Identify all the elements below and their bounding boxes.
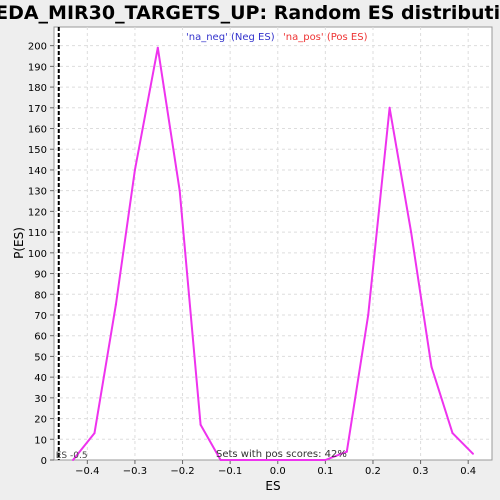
series-layer <box>72 46 474 461</box>
es-data-point <box>238 459 241 461</box>
y-tick-label: 30 <box>34 394 47 405</box>
y-tick-label: 80 <box>34 290 47 301</box>
es-data-point <box>388 106 391 109</box>
x-tick-label: −0.3 <box>123 466 147 477</box>
es-data-point <box>367 313 370 316</box>
x-tick-label: −0.4 <box>75 466 99 477</box>
y-tick-label: 40 <box>34 373 47 384</box>
y-tick-label: 10 <box>34 435 47 446</box>
y-tick-label: 50 <box>34 352 47 363</box>
y-tick-label: 0 <box>41 456 47 467</box>
x-tick-label: 0.3 <box>413 466 429 477</box>
x-axis: −0.4 −0.3 −0.2 −0.1 0.0 0.1 0.2 0.3 0.4 <box>75 460 476 477</box>
y-tick-label: 170 <box>28 104 47 115</box>
es-data-point <box>471 452 474 455</box>
y-tick-label: 20 <box>34 415 47 426</box>
plot-area <box>53 26 493 461</box>
observed-es-label: ES -0.5 <box>56 451 88 461</box>
y-tick-label: 150 <box>28 145 47 156</box>
x-tick-label: −0.2 <box>170 466 194 477</box>
es-data-point <box>219 459 222 461</box>
es-data-point <box>430 365 433 368</box>
x-tick-label: 0.1 <box>317 466 333 477</box>
es-data-point <box>199 423 202 426</box>
y-tick-label: 200 <box>28 42 47 53</box>
es-data-point <box>93 432 96 435</box>
x-tick-label: 0.2 <box>365 466 381 477</box>
x-tick-label: −0.1 <box>218 466 242 477</box>
es-data-point <box>345 450 348 453</box>
legend-pos-es: 'na_pos' (Pos ES) <box>283 32 368 43</box>
es-data-point <box>410 231 413 234</box>
x-tick-label: 0.0 <box>270 466 286 477</box>
x-tick-label: 0.4 <box>460 466 476 477</box>
y-axis-label: P(ES) <box>12 227 26 259</box>
es-data-point <box>178 189 181 192</box>
es-data-point <box>324 459 327 461</box>
y-tick-label: 70 <box>34 311 47 322</box>
legend-neg-es: 'na_neg' (Neg ES) <box>186 32 275 43</box>
y-tick-label: 90 <box>34 270 47 281</box>
grid-lines <box>54 27 492 460</box>
y-tick-label: 130 <box>28 187 47 198</box>
y-tick-label: 120 <box>28 207 47 218</box>
es-data-point <box>72 459 75 461</box>
pos-score-annotation: Sets with pos scores: 42% <box>216 449 347 460</box>
y-axis: 0 10 20 30 40 50 60 70 80 90 100 110 120 130 140 150 160… <box>28 42 54 467</box>
y-tick-label: 110 <box>28 228 47 239</box>
y-tick-label: 100 <box>28 249 47 260</box>
es-data-point <box>451 432 454 435</box>
y-tick-label: 190 <box>28 62 47 73</box>
es-data-point <box>133 168 136 171</box>
chart-title: IKEDA_MIR30_TARGETS_UP: Random ES distri… <box>0 2 500 24</box>
es-data-point <box>156 46 159 49</box>
y-tick-label: 140 <box>28 166 47 177</box>
es-data-point <box>114 303 117 306</box>
y-tick-label: 180 <box>28 83 47 94</box>
y-tick-label: 160 <box>28 125 47 136</box>
x-axis-label: ES <box>265 479 280 493</box>
y-tick-label: 60 <box>34 332 47 343</box>
